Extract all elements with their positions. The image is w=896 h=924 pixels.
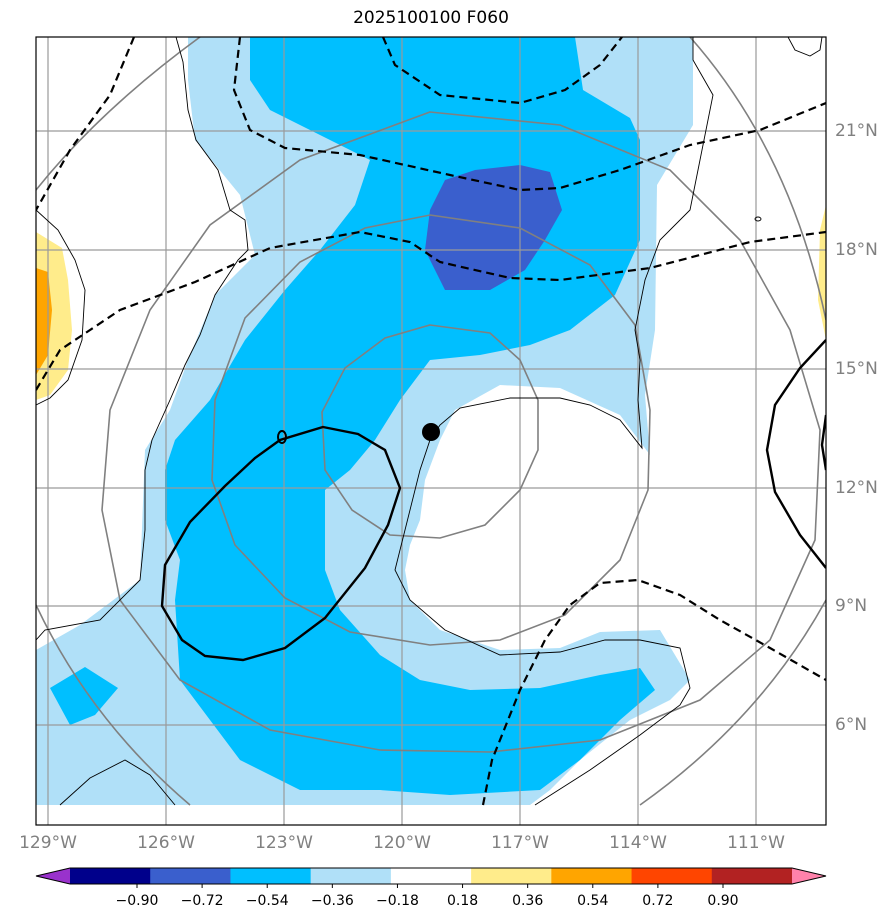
map-plot-area [36, 37, 826, 825]
colorbar-bin [711, 868, 793, 884]
colorbar-tick-label: −0.54 [245, 893, 289, 909]
dashed-contour-5 [481, 578, 826, 806]
range-ring-inner [321, 324, 539, 539]
colorbar-bin [390, 868, 472, 884]
colorbar-extend-low [36, 868, 70, 884]
thin-contour-top-right [787, 37, 823, 57]
dashed-contour-3 [36, 230, 826, 391]
lon-label-126w: 126°W [137, 833, 195, 853]
lat-label-9n: 9°N [835, 596, 868, 616]
solid-contour-cyclone [160, 425, 402, 662]
fill-dark-blue-core [425, 165, 562, 290]
solid-contour-right-edge [765, 339, 826, 569]
range-ring-middle [211, 214, 651, 646]
plot-frame [35, 36, 827, 826]
colorbar-bin [150, 868, 231, 884]
graticule [36, 37, 826, 825]
thin-contour-small-ring [754, 216, 762, 222]
colorbar-tick-label: −0.36 [310, 893, 354, 909]
fill-positive-right-yellow [818, 205, 826, 340]
dashed-contour-1 [36, 37, 136, 211]
lon-label-123w: 123°W [255, 833, 313, 853]
colorbar-tick-label: −0.72 [180, 893, 224, 909]
lat-label-12n: 12°N [835, 478, 878, 498]
colorbar-bin [551, 868, 633, 884]
fill-medium-blue-small [50, 667, 118, 725]
colorbar-bin [631, 868, 713, 884]
lat-label-15n: 15°N [835, 359, 878, 379]
colorbar-outline [35, 867, 827, 885]
lon-label-117w: 117°W [491, 833, 549, 853]
range-ring-largest [36, 37, 826, 806]
range-rings [36, 37, 826, 806]
storm-center-marker [422, 423, 440, 441]
colorbar-tick-label: 0.36 [512, 893, 544, 909]
range-ring-outer [101, 111, 821, 753]
dashed-contour-4 [381, 37, 623, 105]
lon-label-111w: 111°W [727, 833, 785, 853]
lat-label-18n: 18°N [835, 240, 878, 260]
colorbar-tick-label: 0.54 [577, 893, 609, 909]
dashed-contours [36, 37, 826, 806]
colorbar [35, 867, 827, 888]
colorbar-tick-label: 0.90 [707, 893, 739, 909]
dashed-contour-2 [232, 37, 826, 192]
thin-contour-bottom-left [59, 759, 176, 806]
solid-contour-right-edge-inner [820, 414, 826, 471]
thin-contour-left-region [36, 37, 249, 641]
lon-label-114w: 114°W [609, 833, 667, 853]
colorbar-bin [471, 868, 552, 884]
solid-contour-small-loop [277, 430, 287, 444]
thin-contour-left-edge [36, 209, 86, 406]
lat-label-6n: 6°N [835, 715, 868, 735]
colorbar-bin [230, 868, 312, 884]
lat-label-21n: 21°N [835, 121, 878, 141]
colorbar-bin [70, 868, 151, 884]
colorbar-bin [310, 868, 392, 884]
map-title: 2025100100 F060 [353, 8, 509, 28]
lon-label-129w: 129°W [19, 833, 77, 853]
lon-label-120w: 120°W [373, 833, 431, 853]
colorbar-tick-label: −0.90 [115, 893, 159, 909]
colorbar-tick-label: 0.72 [642, 893, 674, 909]
colorbar-tick-label: −0.18 [375, 893, 419, 909]
colorbar-tick-label: 0.18 [446, 893, 479, 909]
colorbar-extend-high [792, 868, 826, 884]
